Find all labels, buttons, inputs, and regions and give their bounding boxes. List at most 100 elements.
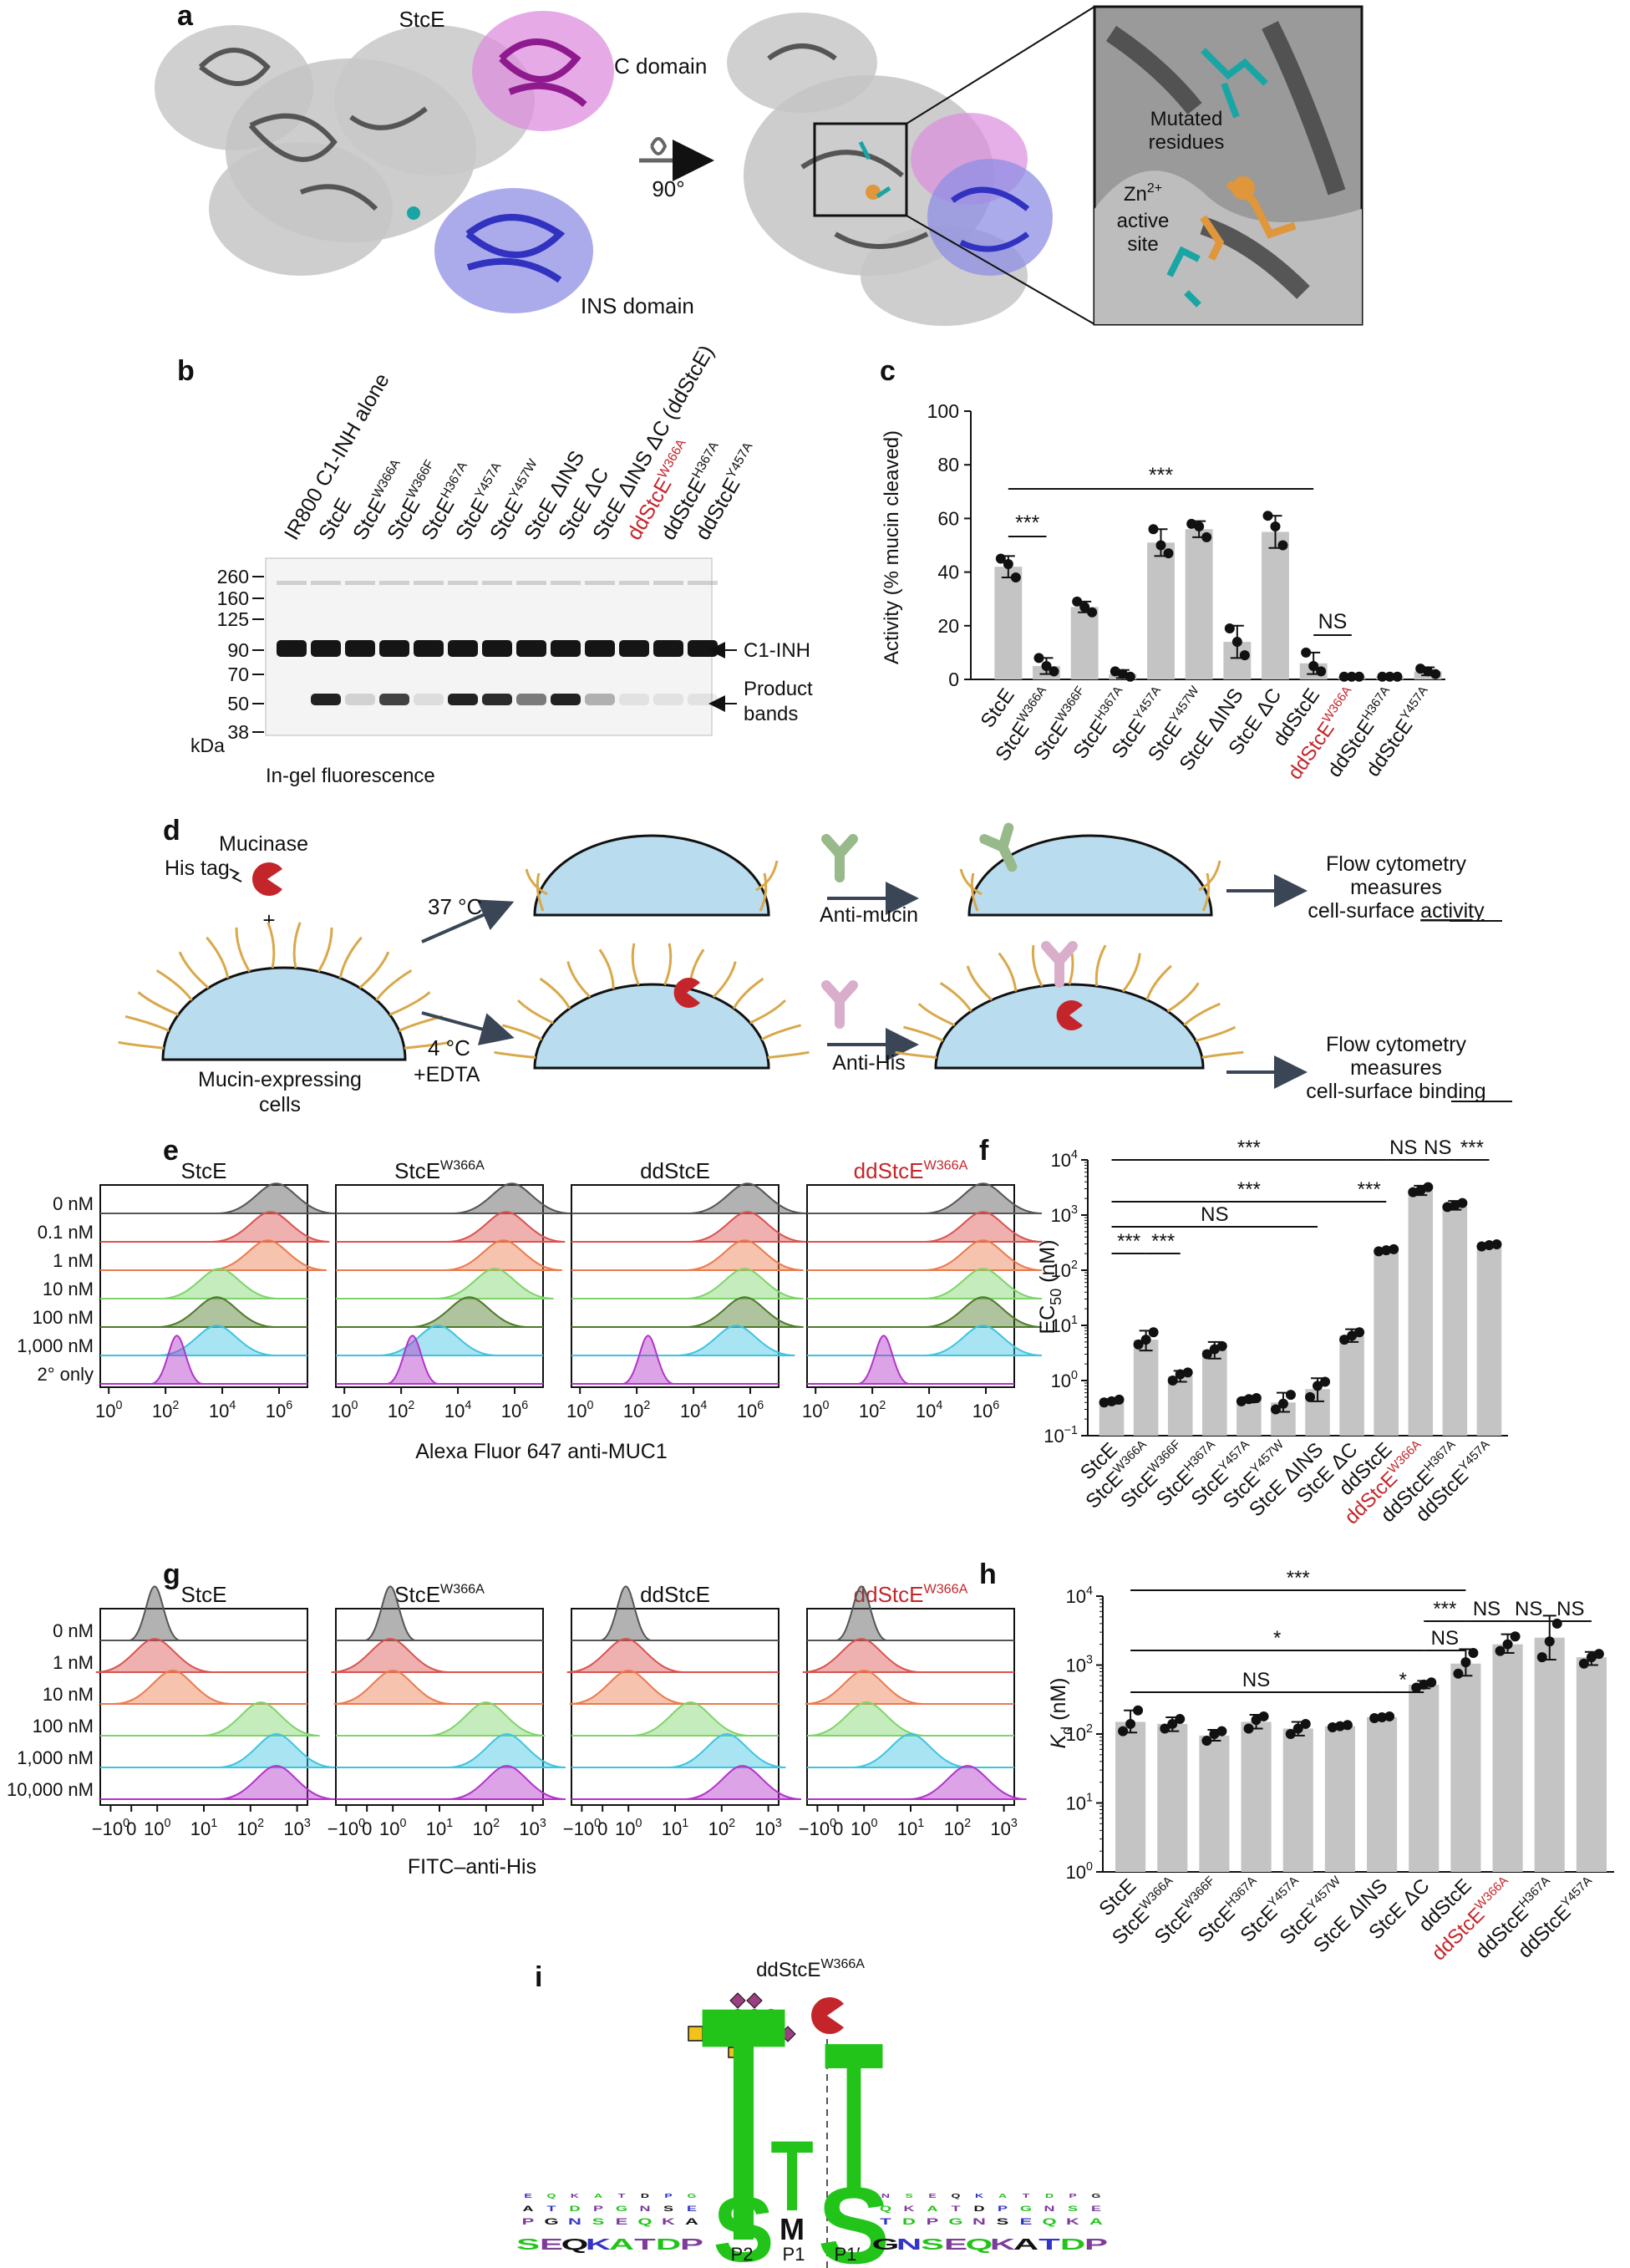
gel-image bbox=[265, 557, 718, 736]
data-point bbox=[1411, 1682, 1422, 1693]
x-tick-label: 102 bbox=[237, 1817, 264, 1839]
panel-h: h Kd (nM) 100101102103104StcEStcEW366ASt… bbox=[979, 1559, 1614, 1965]
logo-p1p-s: S bbox=[818, 2164, 891, 2268]
faint-band bbox=[311, 581, 341, 585]
sig-label: *** bbox=[1287, 1567, 1310, 1589]
flow1-line3: cell-surface activity bbox=[1308, 899, 1485, 923]
faint-band bbox=[516, 581, 546, 585]
mucin-strand bbox=[917, 1002, 956, 1027]
sig-label: *** bbox=[1433, 1598, 1456, 1620]
x-tick-label: −100 bbox=[328, 1817, 365, 1839]
logo-residue: D bbox=[641, 2193, 649, 2199]
rotation-indicator: 90° bbox=[639, 137, 714, 201]
mucin-strand bbox=[235, 927, 251, 973]
cell-cleaved-1 bbox=[525, 834, 779, 917]
sig-label: *** bbox=[1358, 1178, 1381, 1201]
logo-residue: D bbox=[656, 2235, 681, 2253]
histogram-peak bbox=[160, 1268, 279, 1299]
histogram-peak bbox=[924, 1325, 1043, 1356]
c1inh-band bbox=[414, 640, 444, 657]
panel-f: f EC50 (nM) 10−1100101102103104StcEStcEW… bbox=[979, 1135, 1508, 1528]
row-label: 1,000 nM bbox=[17, 1747, 94, 1768]
faint-band bbox=[688, 581, 718, 585]
anti-his-label: Anti-His bbox=[832, 1051, 906, 1075]
panel-f-label: f bbox=[979, 1135, 989, 1167]
bar bbox=[1147, 542, 1175, 679]
g-xlabel: FITC–anti-His bbox=[408, 1855, 536, 1879]
chart-c: 020406080100StcEStcEW366AStcEW366FStcEH3… bbox=[927, 400, 1445, 784]
data-point bbox=[1201, 1349, 1212, 1360]
cell-bound-2 bbox=[895, 941, 1244, 1070]
x-tick-label: 101 bbox=[426, 1817, 453, 1839]
mucin-strand bbox=[267, 922, 276, 969]
logo-residue: A bbox=[1089, 2216, 1103, 2227]
x-tick-label: 104 bbox=[444, 1399, 471, 1421]
histogram-peak bbox=[566, 1638, 685, 1673]
histogram-peak bbox=[569, 1670, 688, 1705]
logo-residue: E bbox=[524, 2193, 531, 2199]
edta-label: +EDTA bbox=[414, 1063, 480, 1086]
mucin-strand bbox=[598, 948, 615, 989]
data-point bbox=[1258, 1711, 1269, 1721]
pos-p1: P1 bbox=[783, 2244, 805, 2265]
sig-label: * bbox=[1399, 1669, 1406, 1691]
c-ylabel: Activity (% mucin cleaved) bbox=[881, 430, 903, 664]
product-band bbox=[311, 694, 341, 705]
data-point bbox=[1484, 1239, 1495, 1250]
data-point bbox=[1251, 1393, 1262, 1404]
histogram-peak bbox=[209, 1239, 327, 1271]
mucin-strand bbox=[663, 943, 673, 986]
y-tick-label: 20 bbox=[937, 615, 959, 637]
bar bbox=[1476, 1245, 1502, 1436]
i-enzyme-label: ddStcEW366A bbox=[756, 1957, 865, 1981]
data-point bbox=[1099, 1397, 1110, 1408]
mucin-strand bbox=[903, 1025, 944, 1042]
bar bbox=[1442, 1205, 1468, 1436]
data-point bbox=[1087, 607, 1098, 618]
y-tick-label: 101 bbox=[1051, 1314, 1078, 1336]
x-tick-label: 104 bbox=[209, 1399, 236, 1421]
data-point bbox=[1430, 669, 1441, 679]
data-point bbox=[1457, 1198, 1468, 1208]
mucin-strand bbox=[404, 1040, 450, 1050]
mucin-strand bbox=[388, 991, 431, 1016]
y-tick-label: 102 bbox=[1051, 1259, 1078, 1281]
sig-label: *** bbox=[1237, 1178, 1261, 1201]
sig-label: NS bbox=[1201, 1203, 1228, 1226]
active-label: active bbox=[1117, 210, 1170, 232]
data-point bbox=[1408, 1187, 1419, 1198]
data-point bbox=[1114, 1394, 1125, 1405]
product-band bbox=[345, 694, 375, 705]
logo-residue: N bbox=[639, 2204, 650, 2213]
bar bbox=[1115, 1721, 1146, 1872]
logo-residue: N bbox=[896, 2235, 922, 2253]
logo-residue: E bbox=[944, 2235, 967, 2253]
data-point bbox=[1003, 558, 1013, 569]
x-tick-label: 104 bbox=[680, 1399, 707, 1421]
mucin-strand bbox=[399, 1014, 444, 1032]
x-tick-label: 103 bbox=[754, 1817, 781, 1839]
product-band bbox=[619, 694, 649, 705]
bar bbox=[1374, 1250, 1399, 1436]
y-tick-label: 101 bbox=[1066, 1792, 1093, 1814]
x-tick-label: 102 bbox=[152, 1399, 179, 1421]
logo-p2-s: S bbox=[713, 2179, 774, 2268]
kda-label: kDa bbox=[190, 735, 225, 756]
logo-residue: N bbox=[568, 2216, 581, 2227]
data-point bbox=[1423, 666, 1434, 677]
data-point bbox=[1194, 521, 1205, 532]
x-tick-label: 102 bbox=[473, 1817, 500, 1839]
faint-band bbox=[551, 581, 581, 585]
product-label-1: Product bbox=[744, 678, 813, 700]
histogram-peak bbox=[217, 1765, 336, 1800]
faint-band bbox=[277, 581, 307, 585]
logo-residue: Q bbox=[547, 2193, 556, 2199]
x-tick-label: 103 bbox=[990, 1817, 1017, 1839]
c1inh-label: C1-INH bbox=[744, 639, 810, 662]
data-point bbox=[1117, 669, 1128, 679]
logo-residue: T bbox=[952, 2204, 961, 2213]
bar bbox=[1133, 1340, 1159, 1436]
bar bbox=[1185, 529, 1213, 679]
histogram-peak bbox=[157, 1325, 276, 1356]
data-point bbox=[1453, 1668, 1464, 1679]
